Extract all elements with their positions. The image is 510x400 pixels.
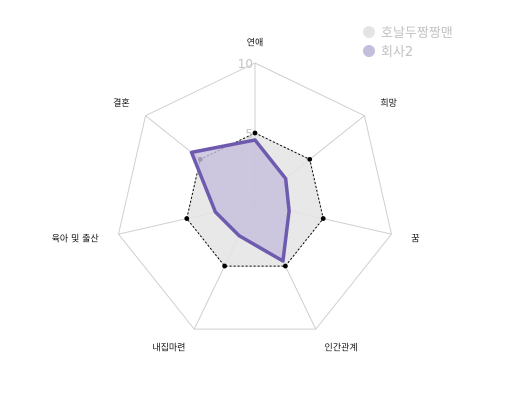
tick-label-5: 5	[245, 127, 253, 141]
series-2-area	[189, 138, 291, 263]
legend-swatch-series-2	[363, 44, 375, 57]
series-1-point-5	[184, 216, 190, 221]
axis-label-2: 꿈	[411, 234, 419, 245]
axis-label-4: 내집마련	[152, 341, 185, 353]
axis-label-5: 육아 및 출산	[52, 233, 99, 245]
series-1-point-0	[252, 130, 258, 136]
series-1-point-3	[282, 263, 288, 269]
series-1-point-4	[222, 263, 228, 269]
axis-label-1: 희망	[380, 97, 397, 109]
tick-label-10: 10	[238, 57, 253, 71]
series-회사2	[189, 138, 291, 263]
legend-item-series-1[interactable]: 호날두짱짱맨	[363, 22, 453, 41]
legend-swatch-series-1	[363, 25, 375, 38]
legend-label-series-1: 호날두짱짱맨	[381, 26, 453, 41]
grid-ring-10	[117, 62, 393, 330]
series-1-point-2	[320, 216, 326, 221]
series-1-point-1	[307, 156, 313, 162]
legend-item-series-2[interactable]: 회사2	[363, 41, 453, 60]
legend-label-series-2: 회사2	[381, 45, 414, 60]
legend: 호날두짱짱맨 회사2	[363, 22, 453, 60]
axis-label-3: 인간관계	[325, 341, 358, 353]
radial-tick-labels: 5 10	[238, 57, 253, 141]
axis-label-6: 결혼	[113, 97, 130, 109]
axis-label-0: 연애	[247, 38, 264, 49]
